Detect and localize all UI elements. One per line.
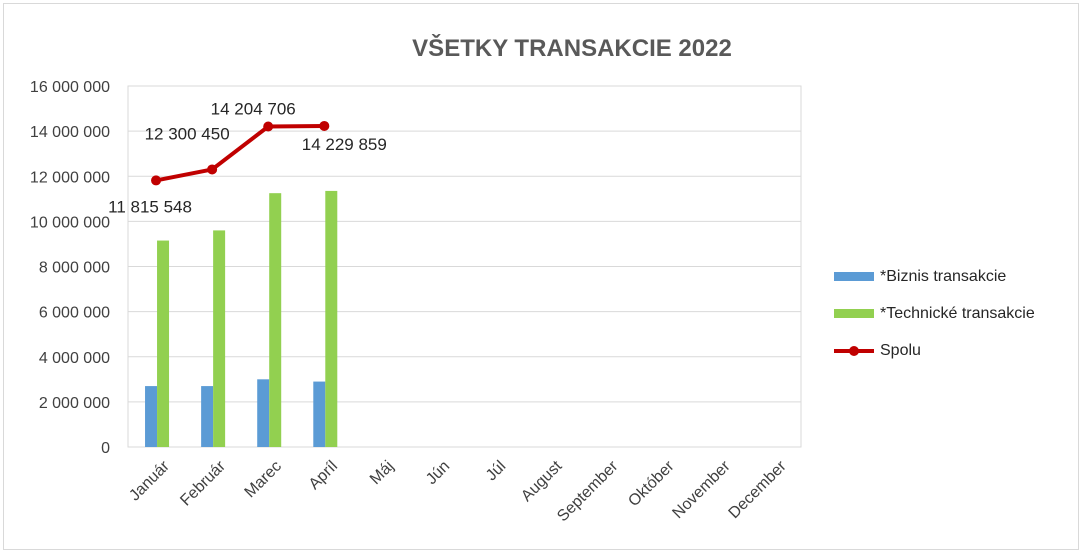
legend-item-spolu: Spolu <box>834 332 1074 369</box>
total-point <box>207 164 218 175</box>
x-tick-label: December <box>726 457 791 522</box>
total-line <box>151 120 330 186</box>
bar <box>269 193 282 447</box>
legend-swatch-biznis <box>834 272 874 281</box>
y-tick-label: 16 000 000 <box>30 79 110 96</box>
y-tick-label: 12 000 000 <box>30 169 110 186</box>
data-label: 14 204 706 <box>211 100 296 119</box>
total-line-path <box>155 123 325 183</box>
bar <box>213 230 226 447</box>
data-labels: 11 815 548 12 300 450 14 204 706 14 229 859 <box>108 100 387 217</box>
bar <box>201 386 214 447</box>
y-tick-label: 4 000 000 <box>39 350 110 367</box>
x-tick-label: Jún <box>423 458 453 488</box>
x-tick-label: Marec <box>242 458 285 501</box>
total-point <box>319 120 330 131</box>
data-label: 14 229 859 <box>302 135 387 154</box>
legend-item-technicke: *Technické transakcie <box>834 295 1074 332</box>
data-label: 11 815 548 <box>108 197 192 216</box>
gridlines <box>127 85 802 448</box>
legend: *Biznis transakcie *Technické transakcie… <box>834 258 1074 369</box>
y-tick-label: 2 000 000 <box>39 395 110 412</box>
y-tick-label: 6 000 000 <box>39 305 110 322</box>
y-tick-label: 8 000 000 <box>39 260 110 277</box>
total-point <box>151 175 162 186</box>
x-tick-label: August <box>518 457 566 505</box>
bar <box>325 190 338 447</box>
x-tick-label: Máj <box>367 458 397 488</box>
x-tick-label: September <box>554 457 622 525</box>
y-tick-label: 0 <box>101 440 110 457</box>
total-point <box>263 121 274 132</box>
x-tick-label: Január <box>126 457 173 504</box>
legend-swatch-technicke <box>834 309 874 318</box>
x-axis: Január Február Marec Apríl Máj Jún Júl AugustSe… <box>126 457 790 525</box>
legend-label-spolu: Spolu <box>880 341 921 359</box>
bar <box>313 381 326 447</box>
y-tick-label: 10 000 000 <box>30 214 110 231</box>
y-tick-label: 14 000 000 <box>30 124 110 141</box>
bar <box>257 379 270 447</box>
y-axis: 0 2 000 000 4 000 000 6 000 000 8 000 000 10 … <box>30 79 110 457</box>
x-tick-label: Apríl <box>306 458 341 493</box>
bar <box>145 386 158 447</box>
legend-label-biznis: *Biznis transakcie <box>880 267 1007 285</box>
legend-swatch-spolu <box>834 346 874 356</box>
bar <box>157 240 170 447</box>
chart-frame <box>3 3 1079 550</box>
x-tick-label: Október <box>625 457 678 510</box>
chart-title: VŠETKY TRANSAKCIE 2022 <box>412 34 732 62</box>
bars <box>145 190 338 447</box>
x-tick-label: Február <box>177 457 229 509</box>
legend-item-biznis: *Biznis transakcie <box>834 258 1074 295</box>
legend-label-technicke: *Technické transakcie <box>880 304 1035 322</box>
data-label: 12 300 450 <box>145 124 230 143</box>
x-tick-label: November <box>669 457 734 522</box>
x-tick-label: Júl <box>483 458 509 484</box>
